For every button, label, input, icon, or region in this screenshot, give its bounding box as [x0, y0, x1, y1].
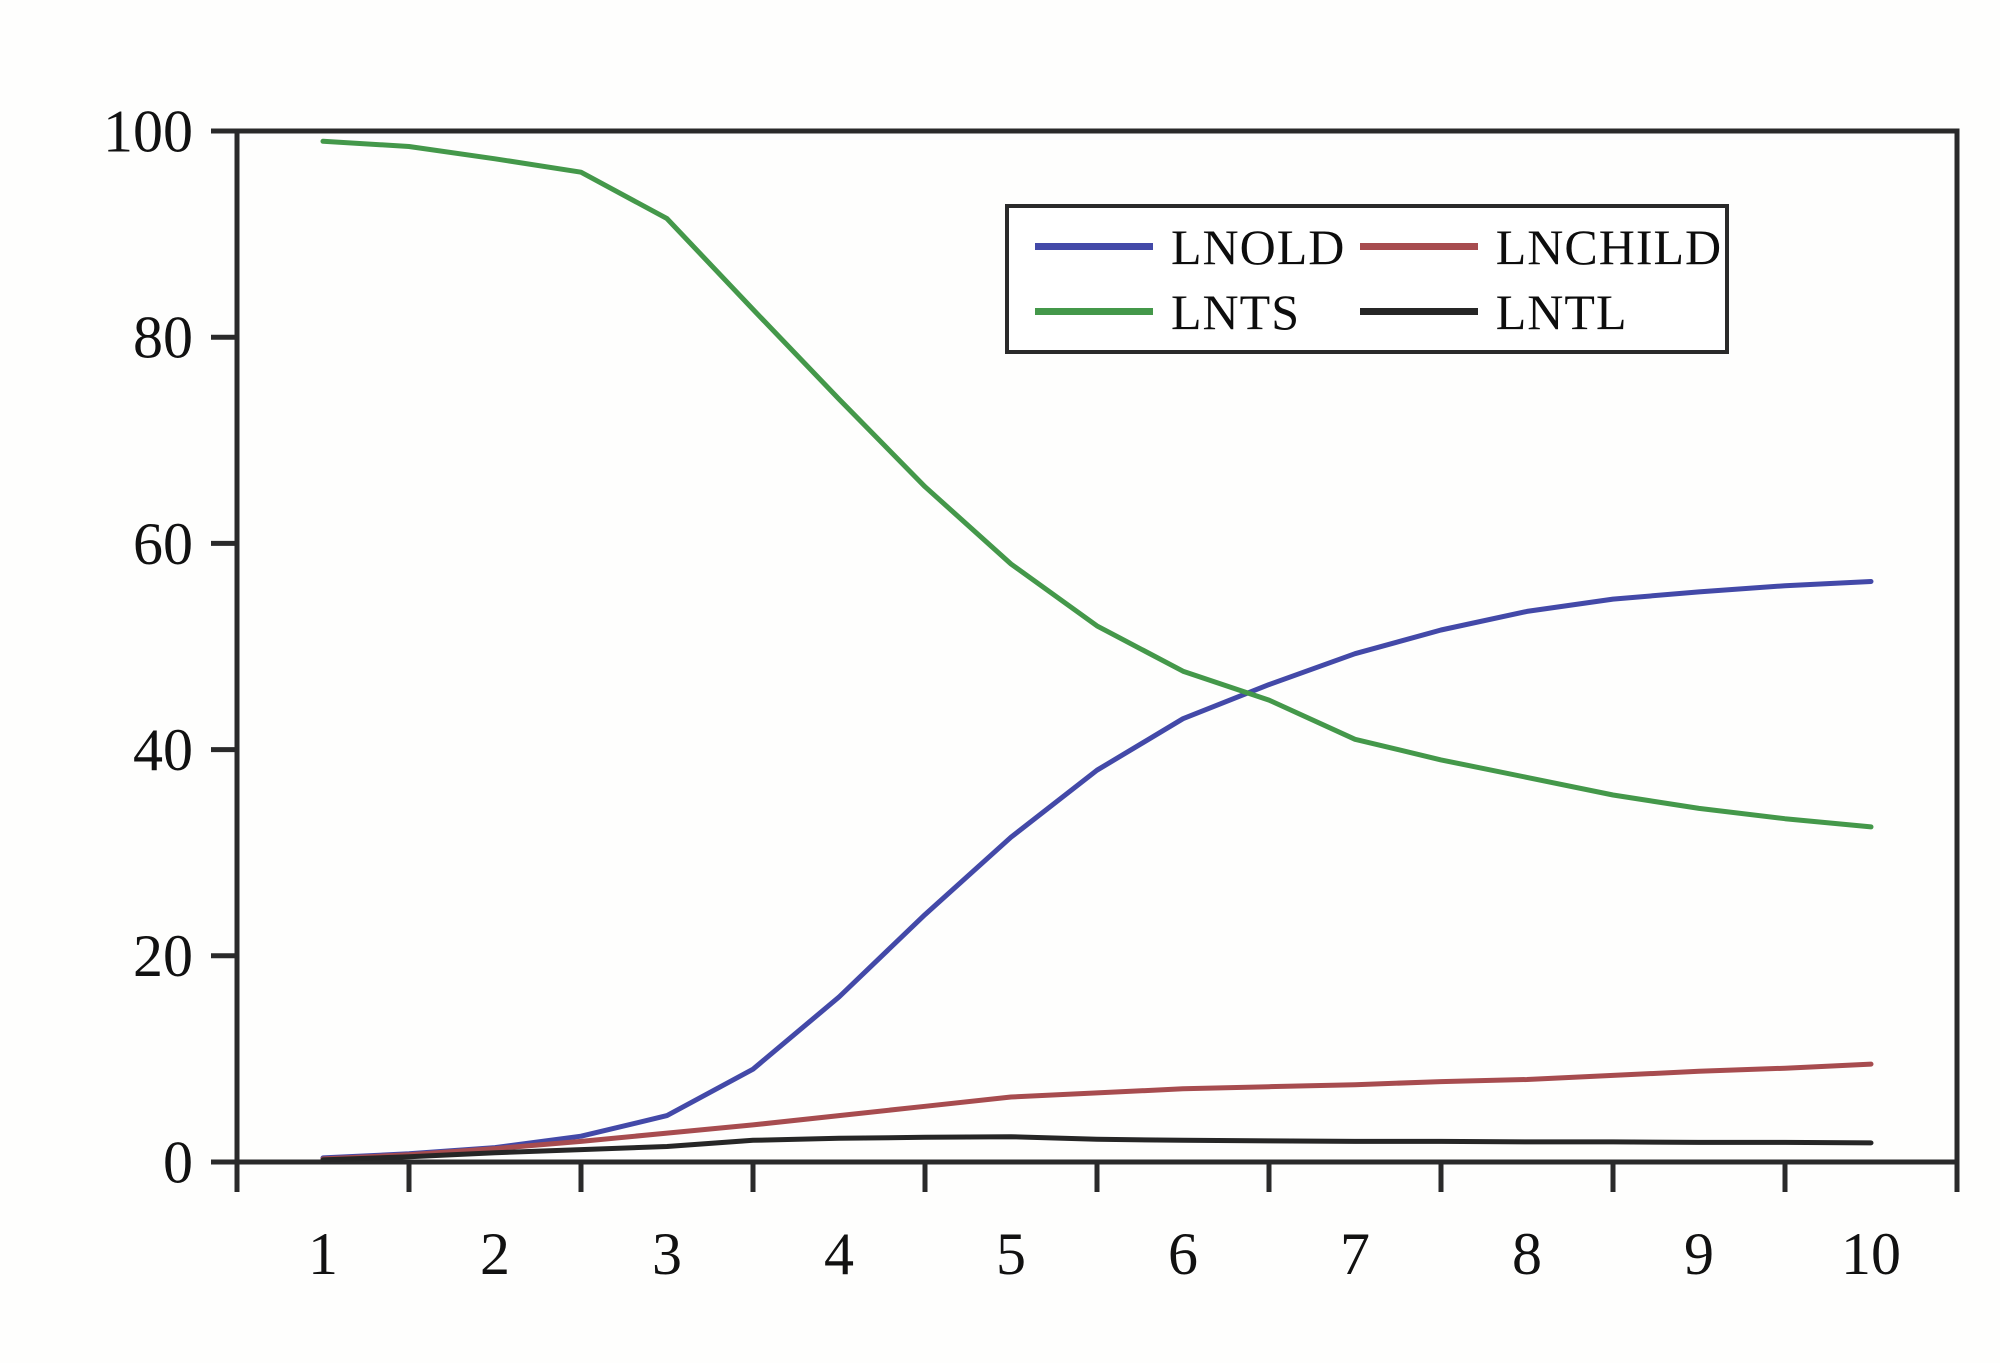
legend-label-lnts: LNTS	[1171, 283, 1300, 340]
y-axis-tick-label: 80	[133, 305, 193, 371]
x-axis-tick-label: 4	[824, 1221, 854, 1287]
x-axis-tick-label: 9	[1684, 1221, 1714, 1287]
x-axis-tick-label: 1	[308, 1221, 338, 1287]
legend-swatch-lnts-line	[1035, 308, 1153, 315]
legend-item-lntl: LNTL	[1359, 283, 1717, 340]
legend-item-lnchild: LNCHILD	[1359, 222, 1721, 272]
curve-lntl	[320, 1134, 1874, 1163]
legend-item-lnts: LNTS	[1035, 287, 1360, 337]
y-axis-tick-label: 20	[133, 923, 193, 989]
y-axis-tick-label: 100	[103, 98, 193, 164]
curve-lnchild	[320, 1061, 1874, 1162]
legend-swatch-lnold-line	[1035, 243, 1153, 250]
x-axis-tick-label: 3	[652, 1221, 682, 1287]
y-axis-tick-label: 0	[163, 1129, 193, 1195]
legend-label-lntl: LNTL	[1495, 283, 1628, 340]
x-axis-tick-label: 8	[1512, 1221, 1542, 1287]
legend-label-lnchild: LNCHILD	[1495, 218, 1723, 275]
curve-lnold	[320, 579, 1874, 1161]
y-axis-tick-label: 60	[133, 511, 193, 577]
y-axis-tick-label: 40	[133, 717, 193, 783]
legend-swatch-lnchild-line	[1359, 243, 1478, 250]
x-axis-tick-label: 7	[1340, 1221, 1370, 1287]
x-axis-tick-label: 10	[1841, 1221, 1901, 1287]
legend-item-lnold: LNOLD	[1035, 222, 1360, 272]
legend: LNOLD LNCHILD LNTS LNTL	[1005, 204, 1729, 354]
x-axis-tick-label: 2	[480, 1221, 510, 1287]
x-axis-tick-label: 6	[1168, 1221, 1198, 1287]
legend-label-lnold: LNOLD	[1171, 218, 1346, 275]
x-axis-tick-label: 5	[996, 1221, 1026, 1287]
curve-lnts	[320, 138, 1874, 830]
legend-swatch-lntl-line	[1359, 308, 1478, 315]
